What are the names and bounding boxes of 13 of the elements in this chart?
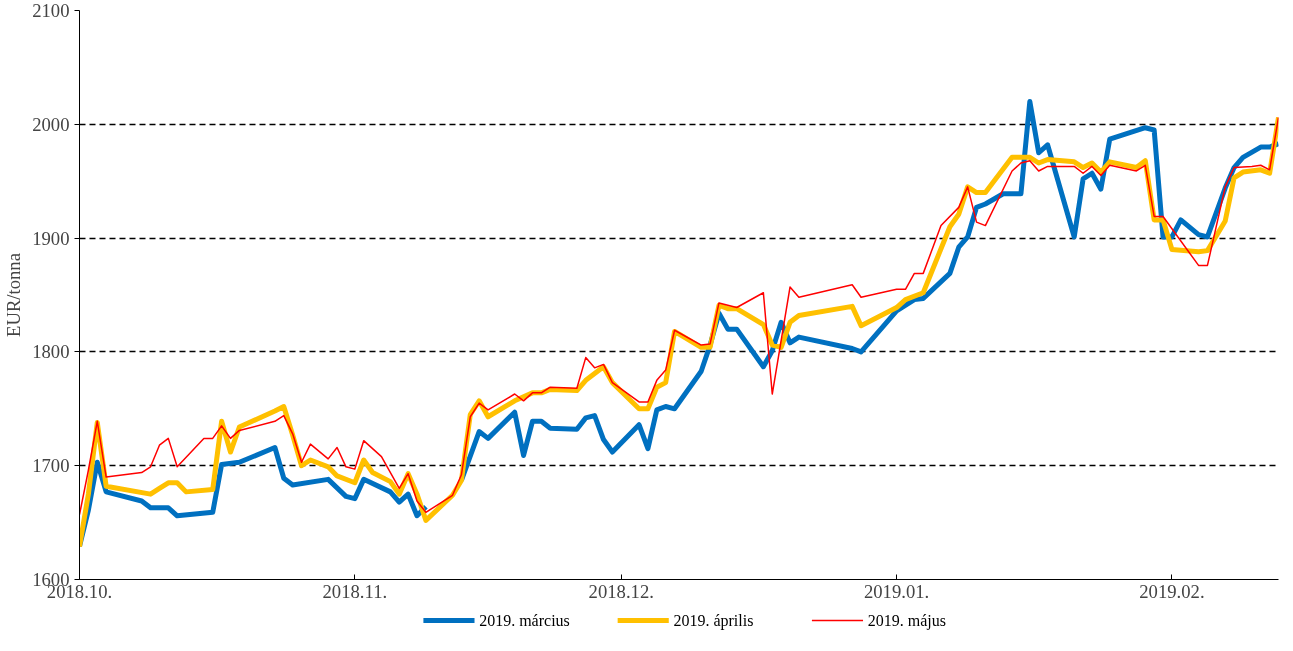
legend-label: 2019. április bbox=[673, 612, 754, 630]
y-tick-label: 1800 bbox=[32, 341, 70, 363]
y-tick-label: 2100 bbox=[32, 0, 70, 21]
x-tick-label: 2019.02. bbox=[1139, 580, 1205, 602]
y-tick-label: 1900 bbox=[32, 227, 70, 249]
y-tick-label: 2000 bbox=[32, 113, 70, 135]
y-tick-label: 1700 bbox=[32, 455, 70, 477]
x-tick-label: 2018.11. bbox=[322, 580, 388, 602]
x-tick-label: 2018.12. bbox=[588, 580, 654, 602]
legend-label: 2019. május bbox=[867, 612, 946, 630]
legend-label: 2019. március bbox=[479, 612, 570, 629]
y-axis-title: EUR/tonna bbox=[3, 252, 25, 337]
x-tick-label: 2019.01. bbox=[863, 580, 930, 602]
